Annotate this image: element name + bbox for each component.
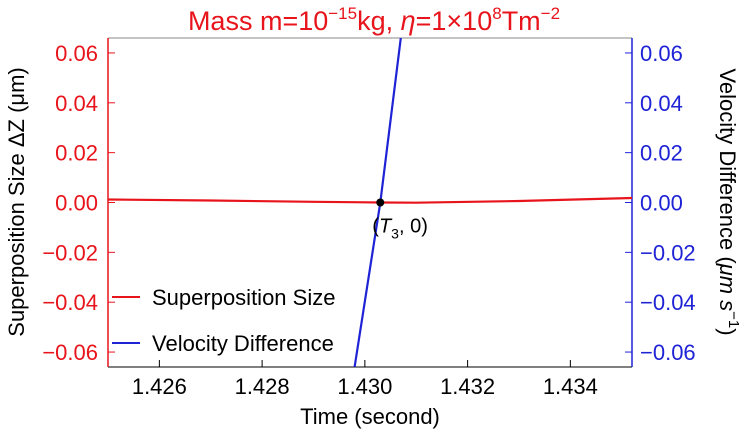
y-left-tick-label: 0.00 bbox=[55, 191, 98, 216]
y-axis-label-left: Superposition Size ΔZ (μm) bbox=[4, 67, 29, 336]
series-group bbox=[107, 37, 633, 368]
y-left-tick-label: −0.04 bbox=[42, 290, 98, 315]
y-right-tick-label: −0.02 bbox=[640, 240, 696, 265]
y-left-tick-label: 0.02 bbox=[55, 141, 98, 166]
y-right-tick-label: −0.06 bbox=[640, 340, 696, 365]
y-left-tick-label: 0.06 bbox=[55, 41, 98, 66]
y-right-tick-label: 0.06 bbox=[640, 41, 683, 66]
y-axis-label-right: Velocity Difference (μm s−1) bbox=[715, 68, 742, 335]
series-superposition-size-line bbox=[107, 196, 633, 204]
y-right-tick-label: −0.04 bbox=[640, 290, 696, 315]
legend-label-velocity: Velocity Difference bbox=[152, 331, 334, 356]
y-ticks-right: −0.06 −0.04 −0.02 0.00 0.02 0.04 0.06 bbox=[625, 41, 696, 365]
legend: Superposition Size Velocity Difference bbox=[112, 285, 335, 356]
x-tick-label: 1.434 bbox=[543, 374, 598, 399]
x-tick-label: 1.428 bbox=[235, 374, 290, 399]
x-tick-label: 1.430 bbox=[337, 374, 392, 399]
t3-marker bbox=[376, 198, 385, 207]
x-ticks: 1.426 1.428 1.430 1.432 1.434 bbox=[132, 360, 598, 399]
y-left-tick-label: −0.02 bbox=[42, 240, 98, 265]
chart-title: Mass m=10−15kg, η=1×108Tm−2 bbox=[188, 4, 560, 36]
x-axis-label: Time (second) bbox=[300, 404, 440, 429]
y-right-tick-label: 0.00 bbox=[640, 191, 683, 216]
y-left-tick-label: 0.04 bbox=[55, 91, 98, 116]
y-right-tick-label: 0.04 bbox=[640, 91, 683, 116]
y-ticks-left: −0.06 −0.04 −0.02 0.00 0.02 0.04 0.06 bbox=[42, 41, 115, 365]
x-tick-label: 1.426 bbox=[132, 374, 187, 399]
y-left-tick-label: −0.06 bbox=[42, 340, 98, 365]
y-right-tick-label: 0.02 bbox=[640, 141, 683, 166]
t3-annotation: (T3, 0) bbox=[372, 216, 428, 242]
x-tick-label: 1.432 bbox=[440, 374, 495, 399]
legend-label-superposition: Superposition Size bbox=[152, 285, 335, 310]
